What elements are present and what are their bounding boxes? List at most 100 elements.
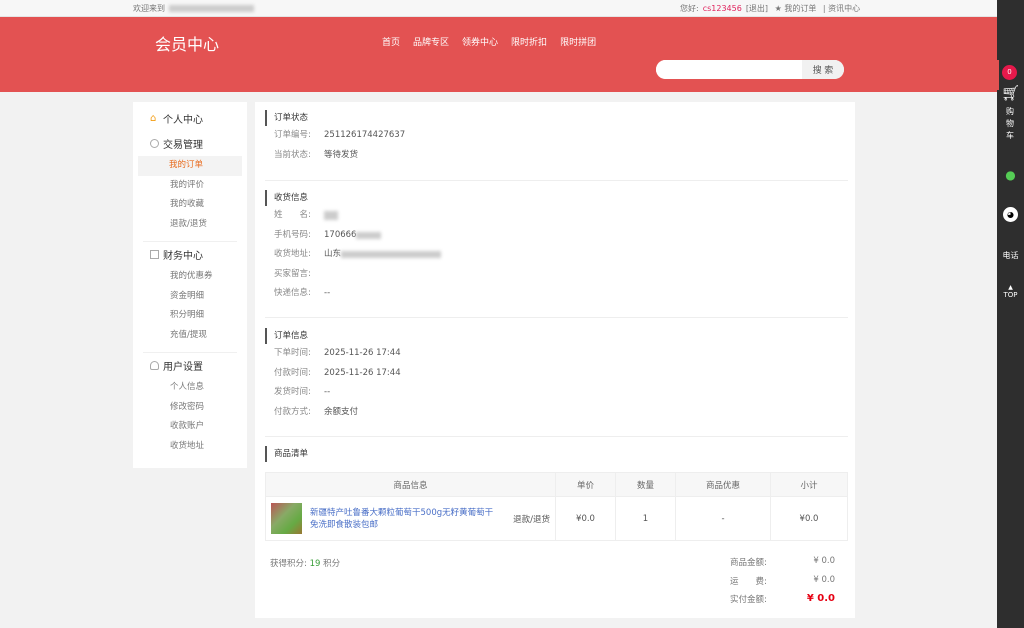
label: 用户设置 [163, 362, 203, 373]
home-icon: ⌂ [150, 113, 157, 124]
shipping-section: 收货信息 姓 名: 手机号码: 170666 收货地址: 山东 买家留言: 快递信息… [265, 190, 848, 304]
nav-home[interactable]: 首页 [382, 38, 401, 48]
sidebar-personal-center[interactable]: ⌂ 个人中心 [133, 106, 247, 131]
pay-method: 余额支付 [324, 406, 359, 417]
section-title: 订单状态 [265, 110, 848, 126]
points-value: 19 [309, 559, 321, 569]
order-info-section: 订单信息 下单时间: 2025-11-26 17:44 付款时间: 2025-11-… [265, 328, 848, 422]
user-icon [150, 361, 159, 370]
nav-group-buy[interactable]: 限时拼团 [560, 38, 597, 48]
sidebar-item-funds[interactable]: 资金明细 [170, 290, 205, 301]
label: 姓 名: [274, 210, 311, 220]
status-badge: 等待发货 [324, 149, 359, 160]
label: 订单编号: [274, 130, 311, 140]
divider [265, 317, 848, 318]
product-link[interactable]: 新疆特产吐鲁番大颗粒葡萄干500g无籽黄葡萄干免洗即食散装包邮 [310, 507, 494, 530]
col-subtotal: 小计 [770, 472, 848, 497]
label: 付款方式: [274, 406, 311, 417]
sidebar-item-password[interactable]: 修改密码 [170, 401, 205, 412]
cart-button[interactable]: 购物车 [1006, 107, 1014, 140]
order-number: 251126174427637 [324, 130, 406, 140]
label: 付款时间: [274, 367, 311, 378]
order-status-section: 订单状态 订单编号: 251126174427637 当前状态: 等待发货 [265, 110, 848, 165]
back-to-top-button[interactable]: TOP [1003, 291, 1018, 299]
divider [265, 436, 848, 437]
username-link[interactable]: cs123456 [702, 4, 742, 13]
sidebar-item-accounts[interactable]: 收款账户 [170, 421, 205, 431]
sidebar-item-reviews[interactable]: 我的评价 [170, 179, 205, 190]
shipping-fee: 运 费: ¥ 0.0 [730, 575, 835, 587]
table-header: 商品信息 单价 数量 商品优惠 小计 [265, 472, 848, 497]
shipped-time: -- [324, 387, 331, 397]
qq-icon[interactable]: ◕ [997, 207, 1024, 222]
main-nav: 首页 品牌专区 领券中心 限时折扣 限时拼团 [382, 35, 596, 48]
label: 发货时间: [274, 387, 311, 397]
search-button[interactable]: 搜 索 [802, 60, 844, 79]
divider [265, 180, 848, 181]
unit: 积分 [323, 559, 341, 569]
trade-icon [150, 139, 159, 148]
page-title: 会员中心 [155, 35, 220, 54]
sidebar-item-points[interactable]: 积分明细 [170, 310, 205, 320]
nav-coupons[interactable]: 领券中心 [462, 38, 499, 48]
cart-icon[interactable]: 🛒︎ [1000, 84, 1021, 102]
blurred-site-name [169, 5, 254, 12]
logout-link[interactable]: [退出] [745, 4, 769, 13]
value: ¥ 0.0 [813, 556, 835, 566]
sidebar-item-addresses[interactable]: 收货地址 [170, 440, 205, 451]
refund-link[interactable]: 退款/退货 [513, 514, 550, 525]
sidebar-item-my-orders[interactable]: 我的订单 [138, 156, 242, 176]
col-discount: 商品优惠 [675, 472, 771, 497]
label: 交易管理 [163, 140, 203, 151]
blurred [356, 231, 382, 239]
table-row: 新疆特产吐鲁番大颗粒葡萄干500g无籽黄葡萄干免洗即食散装包邮 退款/退货 ¥0.… [265, 496, 848, 541]
label: 买家留言: [274, 268, 311, 279]
section-title: 收货信息 [265, 190, 848, 206]
col-qty: 数量 [615, 472, 676, 497]
welcome: 欢迎来到 [133, 3, 258, 14]
label: 收货地址: [274, 249, 311, 259]
label: 下单时间: [274, 348, 311, 358]
label: 财务中心 [163, 251, 203, 262]
accent-line [997, 60, 999, 90]
nav-brands[interactable]: 品牌专区 [413, 38, 450, 48]
product-image[interactable] [271, 503, 302, 534]
arrow-up-icon: ▲ [1008, 284, 1013, 291]
divider [143, 241, 237, 242]
sidebar-item-refunds[interactable]: 退款/退货 [170, 218, 207, 229]
quantity: 1 [615, 496, 676, 541]
news-link[interactable]: 资讯中心 [828, 4, 861, 13]
order-detail: 订单状态 订单编号: 251126174427637 当前状态: 等待发货 收货信息… [255, 102, 855, 618]
nav-discount[interactable]: 限时折扣 [511, 38, 548, 48]
search-box: 搜 索 [656, 60, 844, 79]
label: 快递信息: [274, 288, 311, 298]
my-orders-link[interactable]: ★ 我的订单 [774, 4, 817, 13]
section-title: 商品清单 [265, 446, 848, 462]
points-earned: 获得积分: 19 积分 [270, 557, 340, 569]
label: 当前状态: [274, 149, 311, 160]
blurred-name [324, 211, 338, 220]
label: 个人中心 [163, 115, 203, 126]
value: ¥ 0.0 [813, 575, 835, 585]
search-input[interactable] [656, 60, 802, 79]
sidebar-item-recharge[interactable]: 充值/提现 [170, 329, 207, 340]
top-bar: 欢迎来到 您好: cs123456 [退出] ★ 我的订单 | 资讯中心 [0, 0, 997, 17]
header: 会员中心 首页 品牌专区 领券中心 限时折扣 限时拼团 搜 索 [0, 17, 997, 92]
label: 实付金额: [730, 595, 767, 605]
sidebar-group-finance: 财务中心 [133, 242, 247, 267]
paid-time: 2025-11-26 17:44 [324, 367, 401, 378]
sidebar-item-favorites[interactable]: 我的收藏 [170, 199, 205, 209]
sidebar-group-trade: 交易管理 [133, 131, 247, 156]
unit-price: ¥0.0 [555, 496, 616, 541]
label: 运 费: [730, 577, 767, 587]
welcome-text: 欢迎来到 [133, 4, 165, 13]
label: 手机号码: [274, 229, 311, 240]
phone-button[interactable]: 电话 [1002, 251, 1019, 260]
greeting: 您好: [680, 4, 699, 13]
sidebar-item-coupons[interactable]: 我的优惠券 [170, 271, 213, 281]
wechat-icon[interactable]: ● [1005, 168, 1016, 182]
sidebar-item-profile[interactable]: 个人信息 [170, 382, 205, 392]
goods-total: 商品金额: ¥ 0.0 [730, 556, 835, 568]
label: 获得积分: [270, 559, 307, 569]
sidebar: ⌂ 个人中心 交易管理 我的订单 我的评价 我的收藏 退款/退货 财务中心 我的优… [133, 102, 247, 468]
